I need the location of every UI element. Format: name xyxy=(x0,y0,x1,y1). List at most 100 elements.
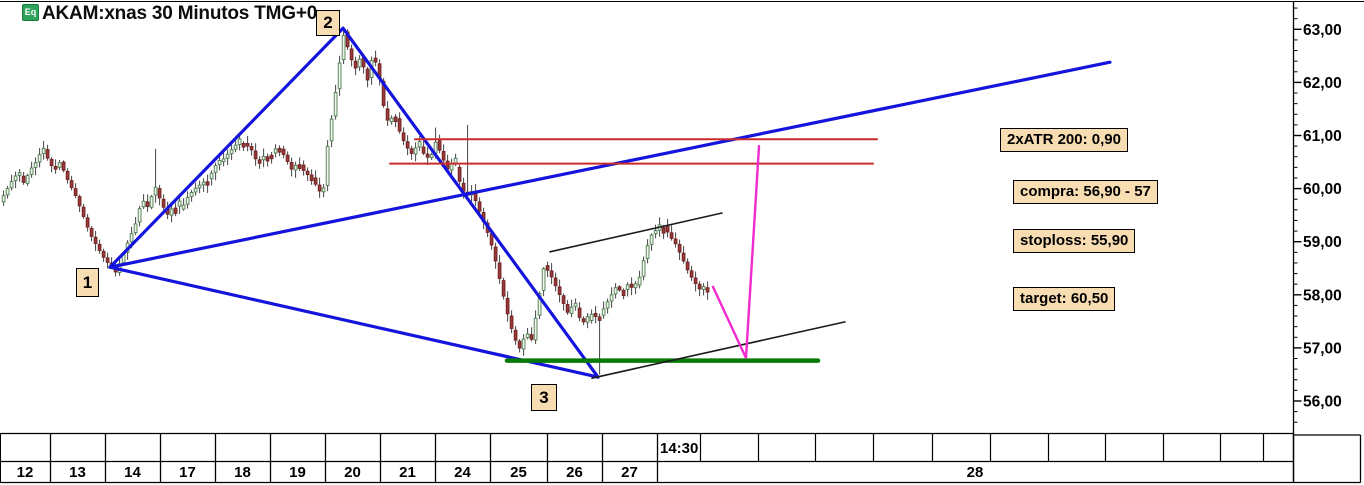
candle-up xyxy=(649,234,654,245)
candle-up xyxy=(533,317,538,341)
candle-down xyxy=(285,154,290,162)
candle-down xyxy=(505,297,510,315)
candle-down xyxy=(205,181,210,186)
day-label: 20 xyxy=(344,464,361,481)
channel-lower[interactable] xyxy=(591,321,846,379)
y-axis-label: 63,00 xyxy=(1303,22,1342,39)
trend-line-2-3[interactable] xyxy=(341,26,600,379)
y-axis-label: 61,00 xyxy=(1303,128,1342,145)
candle-up xyxy=(153,186,158,196)
candle-down xyxy=(665,225,670,233)
candle-up xyxy=(137,208,142,223)
candle-up xyxy=(217,160,222,166)
note-target[interactable]: target: 60,50 xyxy=(1013,287,1116,311)
candle-down xyxy=(513,329,518,341)
candle-up xyxy=(273,148,278,154)
candle-down xyxy=(305,170,310,176)
day-label: 13 xyxy=(69,464,86,481)
candle-up xyxy=(449,163,454,171)
note-compra[interactable]: compra: 56,90 - 57 xyxy=(1013,180,1158,204)
candle-up xyxy=(637,276,642,286)
candle-down xyxy=(257,159,262,164)
candle-up xyxy=(225,153,230,159)
pivot-2[interactable]: 2 xyxy=(316,10,340,36)
candle-down xyxy=(353,60,358,69)
candle-down xyxy=(101,250,106,258)
y-axis-price-scale: 63,00 62,00 61,00 60,00 59,00 58,00 57,00 56,00 xyxy=(1293,7,1342,423)
candle-down xyxy=(73,188,78,197)
candle-up xyxy=(197,184,202,189)
candle-down xyxy=(269,154,274,160)
fan-line-1-right[interactable] xyxy=(108,60,1112,269)
projection-magenta[interactable] xyxy=(711,144,761,359)
candle-down xyxy=(161,198,166,208)
candle-up xyxy=(541,268,546,291)
candle-down xyxy=(405,141,410,149)
candle-up xyxy=(33,162,38,168)
candle-down xyxy=(421,146,426,154)
candle-up xyxy=(537,293,542,316)
candle-down xyxy=(577,307,582,318)
candle-down xyxy=(673,238,678,245)
candle-up xyxy=(701,286,706,290)
candle-down xyxy=(349,48,354,61)
candle-up xyxy=(177,200,182,207)
candle-up xyxy=(213,165,218,173)
candle-down xyxy=(529,334,534,340)
candle-up xyxy=(653,230,658,235)
candle-down xyxy=(145,201,150,207)
candle-down xyxy=(301,164,306,171)
candle-down xyxy=(401,132,406,142)
candle-down xyxy=(241,143,246,148)
candle-up xyxy=(189,192,194,198)
y-axis-label: 59,00 xyxy=(1303,234,1342,251)
day-label: 19 xyxy=(289,464,306,481)
candle-down xyxy=(365,68,370,81)
candle-up xyxy=(605,301,610,309)
candle-up xyxy=(293,164,298,171)
candle-up xyxy=(13,175,18,182)
candle-up xyxy=(193,187,198,193)
candle-down xyxy=(281,148,286,155)
day-label: 18 xyxy=(234,464,251,481)
pivot-1[interactable]: 1 xyxy=(76,268,99,297)
candle-down xyxy=(557,286,562,296)
pivot-3[interactable]: 3 xyxy=(531,384,557,411)
candle-down xyxy=(693,277,698,284)
candle-down xyxy=(661,227,666,234)
candle-up xyxy=(641,260,646,277)
candle-down xyxy=(21,175,26,183)
candle-up xyxy=(133,223,138,234)
candle-up xyxy=(233,144,238,150)
candle-up xyxy=(633,283,638,289)
candle-down xyxy=(69,180,74,189)
fan-line-1-2[interactable] xyxy=(108,26,345,269)
channel-upper[interactable] xyxy=(549,212,723,253)
candle-up xyxy=(325,145,330,186)
candle-up xyxy=(25,175,30,184)
candle-down xyxy=(497,262,502,279)
chart-title: AKAM:xnas 30 Minutos TMG+0 xyxy=(42,3,318,24)
candle-up xyxy=(229,149,234,155)
candle-up xyxy=(321,187,326,193)
candle-up xyxy=(181,204,186,210)
candle-up xyxy=(357,58,362,68)
candle-down xyxy=(425,153,430,158)
candle-down xyxy=(77,196,82,207)
candle-down xyxy=(677,243,682,253)
candle-up xyxy=(185,197,190,205)
candle-down xyxy=(501,280,506,297)
candle-up xyxy=(149,196,154,208)
candle-up xyxy=(261,155,266,161)
note-atr[interactable]: 2xATR 200: 0,90 xyxy=(1000,128,1128,152)
candle-down xyxy=(517,340,522,349)
candle-down xyxy=(621,289,626,297)
note-stoploss[interactable]: stoploss: 55,90 xyxy=(1013,229,1136,253)
candle-down xyxy=(385,108,390,121)
candle-down xyxy=(617,286,622,291)
candle-down xyxy=(705,287,710,293)
candle-down xyxy=(393,116,398,122)
